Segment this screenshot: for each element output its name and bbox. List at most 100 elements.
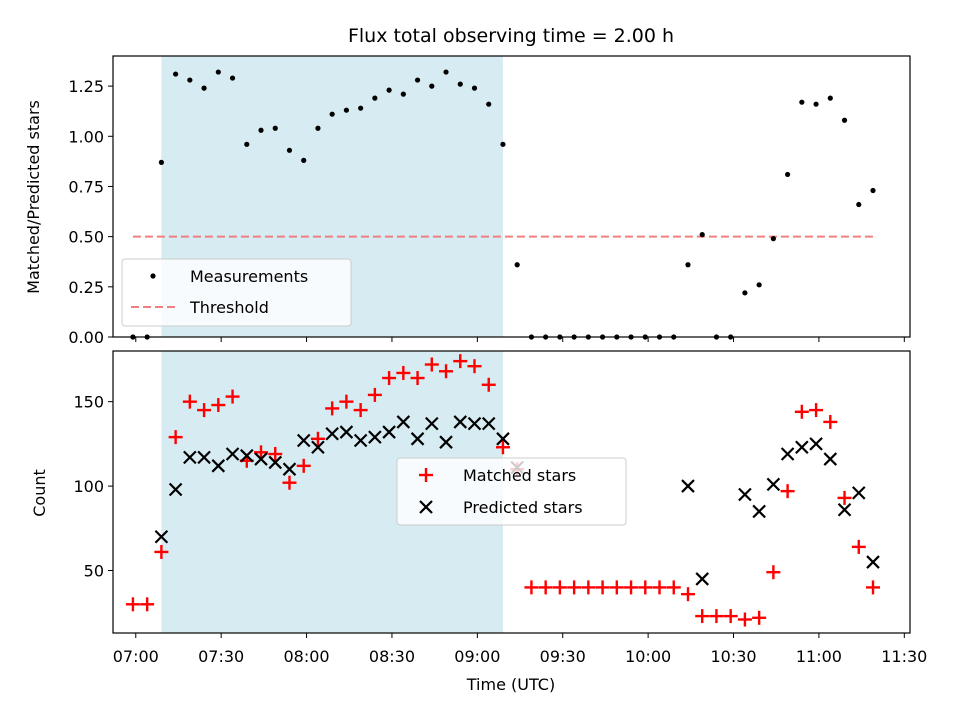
predicted-star-point: [752, 504, 766, 519]
predicted-star-point: [766, 477, 781, 492]
top-panel: 0.00 0.25 0.50 0.75 1.00 1.25 Flux total obse…: [24, 25, 911, 347]
matched-star-point: [695, 609, 710, 624]
x-tick-label: 11:30: [881, 647, 927, 666]
predicted-star-point: [866, 555, 880, 569]
matched-star-point: [424, 357, 439, 372]
legend-predicted-label: Predicted stars: [463, 498, 583, 517]
matched-star-point: [638, 580, 653, 595]
matched-star-point: [310, 431, 325, 446]
predicted-stars-points: [154, 415, 880, 586]
predicted-star-point: [368, 430, 382, 444]
measurement-point: [443, 69, 449, 75]
matched-star-point: [865, 580, 880, 595]
predicted-star-point: [154, 529, 169, 544]
predicted-star-point: [851, 486, 866, 500]
measurement-point: [799, 99, 805, 105]
matched-star-point: [495, 440, 510, 455]
matched-star-point: [737, 612, 752, 627]
measurement-point: [685, 262, 691, 268]
matched-star-point: [467, 359, 482, 374]
matched-star-point: [794, 404, 809, 419]
predicted-star-point: [240, 448, 254, 463]
measurement-points: [130, 69, 876, 340]
matched-star-point: [609, 580, 624, 595]
predicted-star-point: [183, 450, 197, 465]
matched-star-point: [723, 609, 738, 624]
matched-star-point: [339, 394, 354, 409]
top-y-tick-label: 1.00: [68, 127, 104, 146]
matched-star-point: [680, 587, 695, 602]
predicted-star-point: [481, 416, 496, 431]
predicted-star-point: [296, 433, 311, 448]
top-x-ticks: [135, 337, 905, 342]
measurement-point: [173, 71, 179, 77]
matched-star-point: [154, 544, 169, 559]
matched-star-point: [666, 580, 681, 595]
legend-predicted-marker: [419, 500, 433, 514]
measurement-point: [286, 147, 293, 153]
matched-star-point: [197, 403, 212, 418]
x-axis-label: Time (UTC): [466, 675, 555, 694]
measurement-point: [201, 85, 207, 91]
top-y-tick-label: 0.75: [68, 177, 104, 196]
bottom-x-ticks: 07:00 07:30 08:00 08:30 09:00 09:30 10:00 10:30…: [113, 633, 927, 666]
matched-star-point: [809, 403, 824, 418]
legend-matched-label: Matched stars: [463, 466, 576, 485]
matched-star-point: [282, 475, 297, 490]
measurement-point: [358, 105, 364, 111]
predicted-star-point: [695, 572, 709, 586]
matched-star-point: [538, 580, 553, 595]
x-tick-label: 08:00: [284, 647, 330, 666]
bottom-y-tick-label: 50: [84, 562, 104, 581]
measurement-point: [471, 85, 478, 91]
predicted-star-point: [353, 433, 368, 448]
x-tick-label: 07:30: [198, 647, 244, 666]
measurement-point: [343, 107, 350, 113]
top-y-tick-label: 0.25: [68, 278, 104, 297]
predicted-star-point: [382, 425, 396, 439]
predicted-star-point: [311, 440, 325, 455]
measurement-point: [699, 232, 705, 238]
x-tick-label: 08:30: [369, 647, 415, 666]
matched-star-point: [552, 580, 567, 595]
measurement-point: [514, 262, 520, 268]
measurement-point: [429, 83, 435, 89]
matched-star-point: [581, 580, 596, 595]
measurement-point: [813, 101, 819, 107]
predicted-star-point: [396, 415, 411, 429]
top-legend: Measurements Threshold: [121, 258, 352, 327]
measurement-point: [870, 187, 876, 194]
chart-title: Flux total observing time = 2.00 h: [348, 25, 674, 47]
predicted-star-point: [823, 452, 838, 466]
bottom-y-ticks: 50 100 150: [73, 393, 113, 581]
matched-star-point: [140, 597, 155, 612]
bottom-panel: 50 100 150 07:00 07:30 08:00 08:30 09:00 09:30 1…: [30, 350, 927, 694]
matched-star-point: [851, 539, 866, 554]
measurement-point: [158, 159, 164, 165]
predicted-star-point: [282, 462, 297, 476]
bottom-y-axis-label: Count: [30, 469, 49, 517]
measurement-point: [486, 101, 492, 107]
matched-star-point: [325, 401, 340, 416]
measurement-point: [856, 201, 862, 208]
top-y-tick-label: 1.25: [68, 77, 104, 96]
measurement-point: [187, 77, 193, 83]
matched-star-point: [410, 371, 425, 386]
matched-star-point: [268, 447, 283, 462]
measurement-point: [457, 81, 463, 87]
bottom-y-tick-label: 100: [73, 477, 104, 496]
predicted-star-point: [254, 452, 268, 466]
predicted-star-point: [681, 479, 695, 493]
predicted-star-point: [738, 487, 752, 502]
matched-star-point: [254, 445, 269, 460]
predicted-star-point: [325, 426, 339, 441]
matched-star-point: [367, 387, 382, 402]
x-tick-label: 09:00: [454, 647, 500, 666]
measurement-point: [258, 127, 264, 133]
top-legend-box: [121, 258, 352, 327]
measurement-point: [272, 125, 278, 131]
matched-star-point: [125, 597, 140, 612]
measurement-point: [414, 77, 421, 83]
matched-star-point: [439, 364, 454, 379]
top-y-ticks: 0.00 0.25 0.50 0.75 1.00 1.25: [68, 77, 113, 347]
